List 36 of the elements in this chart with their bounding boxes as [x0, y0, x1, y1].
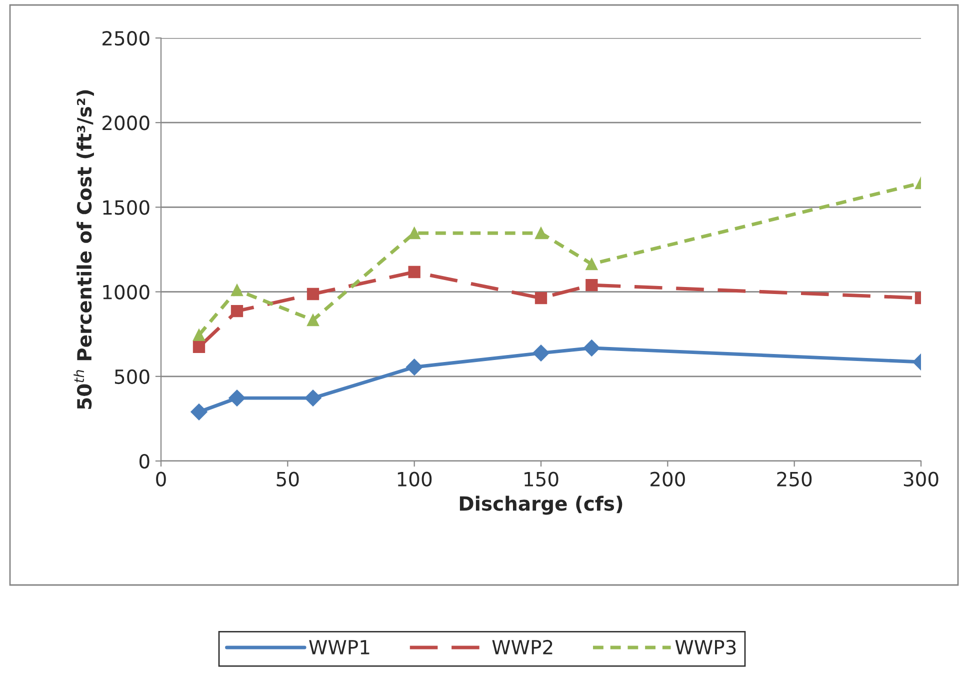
y-axis-title: 50$^{th}$ Percentile of Cost (ft³/s²)	[74, 90, 94, 409]
legend-label: WWP3	[675, 640, 736, 655]
y-tick-label: 2000	[102, 116, 150, 130]
legend-label: WWP1	[309, 640, 370, 654]
x-tick-label: 200	[650, 472, 685, 486]
y-tick-label: 1500	[103, 200, 150, 215]
point	[192, 340, 206, 354]
x-tick-label: 0	[156, 472, 166, 486]
point	[408, 227, 420, 240]
point	[586, 278, 598, 292]
point	[586, 258, 598, 270]
point	[406, 358, 423, 376]
x-tick-label: 50	[276, 472, 299, 486]
point	[532, 344, 550, 362]
y-tick-label: 500	[114, 369, 150, 384]
point	[304, 390, 322, 406]
point	[192, 328, 206, 342]
x-tick-label: 100	[398, 472, 432, 486]
point	[306, 314, 320, 326]
x-axis-title: Discharge (cfs)	[460, 496, 622, 515]
point	[583, 340, 600, 356]
point	[408, 266, 420, 278]
point	[228, 390, 246, 406]
point	[230, 284, 244, 296]
x-tick-label: 300	[904, 472, 938, 486]
y-tick-label: 0	[139, 454, 150, 469]
point	[230, 305, 244, 318]
point	[190, 404, 208, 420]
x-tick-label: 150	[524, 472, 558, 486]
y-tick-label: 2500	[102, 30, 150, 46]
point	[534, 227, 548, 240]
point	[534, 292, 548, 304]
legend-label: WWP2	[492, 640, 552, 654]
y-tick-label: 1000	[103, 284, 150, 300]
point	[306, 288, 320, 300]
x-tick-label: 250	[777, 472, 812, 486]
